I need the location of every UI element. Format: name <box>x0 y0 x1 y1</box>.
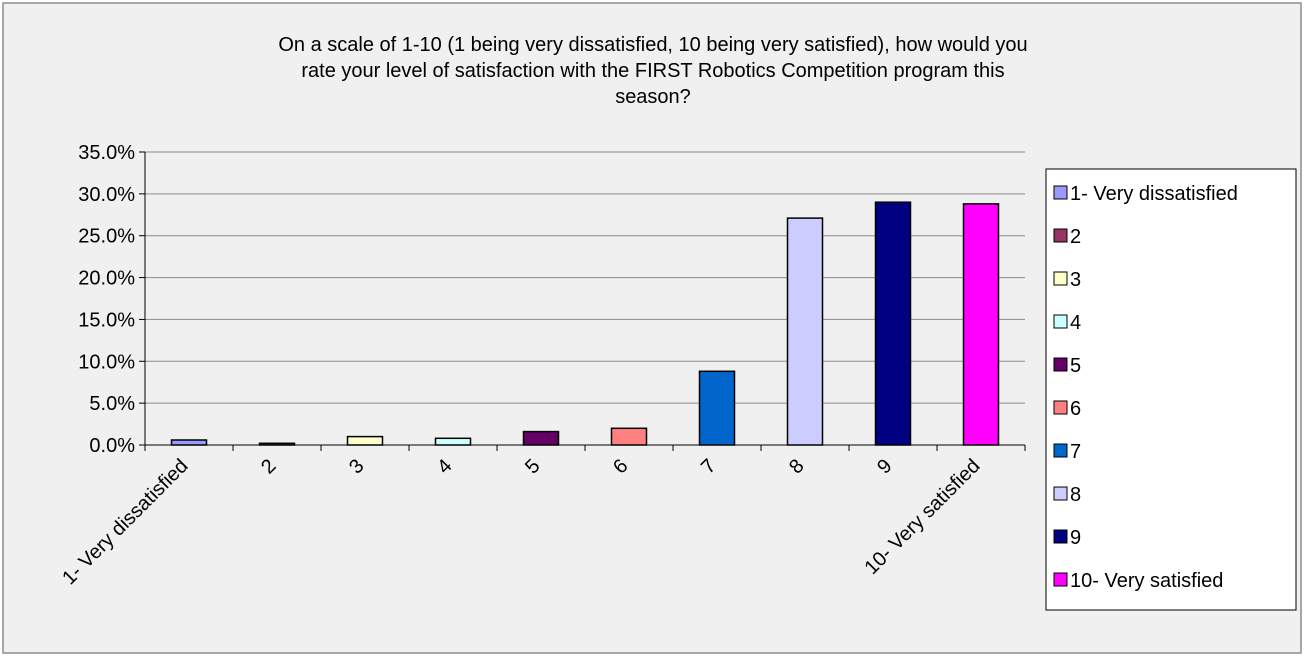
chart-title-line-2: rate your level of satisfaction with the… <box>301 60 1004 82</box>
legend-swatch <box>1053 529 1068 544</box>
legend-label: 1- Very dissatisfied <box>1070 183 1238 205</box>
legend-box <box>1045 168 1297 611</box>
bar-7 <box>698 370 736 446</box>
legend-swatch <box>1053 400 1068 415</box>
bar-10 <box>962 203 1000 446</box>
bar-6 <box>610 427 648 446</box>
bar-4 <box>434 437 472 446</box>
legend-swatch <box>1053 185 1068 200</box>
bar-5 <box>522 430 560 446</box>
legend-label: 7 <box>1070 441 1081 463</box>
y-tick-label: 35.0% <box>78 142 135 164</box>
chart-title: On a scale of 1-10 (1 being very dissati… <box>278 34 1027 108</box>
y-tick-label: 30.0% <box>78 184 135 206</box>
bars <box>170 201 1000 446</box>
bar-8 <box>786 217 824 446</box>
y-tick-label: 5.0% <box>89 393 135 415</box>
y-tick-label: 10.0% <box>78 351 135 373</box>
legend-swatch <box>1053 271 1068 286</box>
legend-label: 6 <box>1070 398 1081 420</box>
y-tick-label: 0.0% <box>89 435 135 457</box>
bar-1 <box>170 439 208 446</box>
y-tick-label: 25.0% <box>78 226 135 248</box>
legend-swatch <box>1053 357 1068 372</box>
legend-swatch <box>1053 486 1068 501</box>
legend-label: 4 <box>1070 312 1081 334</box>
y-tick-label: 20.0% <box>78 268 135 290</box>
legend-swatch <box>1053 443 1068 458</box>
legend-label: 5 <box>1070 355 1081 377</box>
chart-title-line-3: season? <box>615 86 691 108</box>
legend-label: 3 <box>1070 269 1081 291</box>
y-axis: 35.0% 30.0% 25.0% 20.0% 15.0% 10.0% 5.0% 0.0% <box>78 142 146 457</box>
bar-3 <box>346 435 384 446</box>
bar-9 <box>874 201 912 446</box>
legend-label: 10- Very satisfied <box>1070 570 1223 592</box>
legend-swatch <box>1053 572 1068 587</box>
chart-title-line-1: On a scale of 1-10 (1 being very dissati… <box>278 34 1027 56</box>
legend-swatch <box>1053 228 1068 243</box>
legend-label: 8 <box>1070 484 1081 506</box>
y-tick-label: 15.0% <box>78 309 135 331</box>
legend: 1- Very dissatisfied 2 3 4 5 6 7 8 9 10- Very sat… <box>1045 168 1297 611</box>
legend-label: 9 <box>1070 527 1081 549</box>
legend-label: 2 <box>1070 226 1081 248</box>
legend-swatch <box>1053 314 1068 329</box>
